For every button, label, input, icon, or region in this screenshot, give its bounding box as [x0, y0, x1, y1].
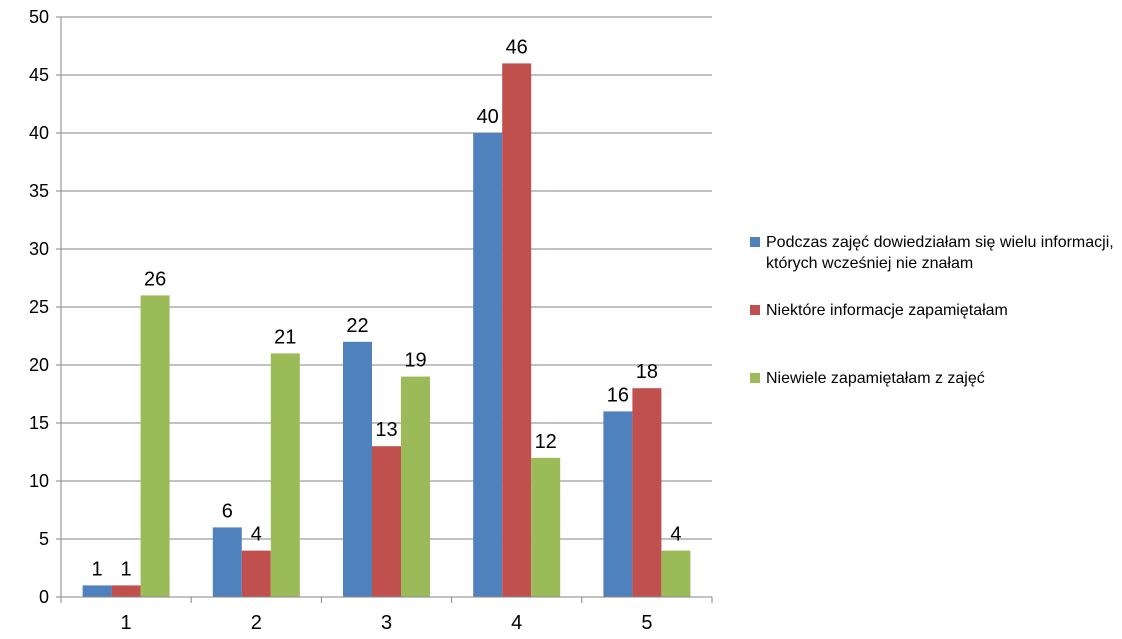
bar-series-1-cat-3 — [343, 341, 372, 597]
bar-series-3-cat-1 — [140, 295, 170, 597]
legend-label-series-3: Niewiele zapamiętałam z zajęć — [766, 370, 985, 387]
y-tick-label: 15 — [29, 413, 49, 433]
data-label: 4 — [670, 524, 681, 546]
data-label: 46 — [506, 36, 528, 58]
data-label: 26 — [144, 268, 166, 290]
bar-series-2-cat-3 — [372, 446, 401, 597]
bars — [82, 63, 691, 597]
y-tick-label: 25 — [29, 297, 49, 317]
legend-label-series-2: Niektóre informacje zapamiętałam — [766, 302, 1008, 319]
y-tick-label: 5 — [39, 529, 49, 549]
bar-series-1-cat-2 — [212, 527, 242, 597]
y-tick-label: 35 — [29, 181, 49, 201]
y-tick-label: 0 — [39, 587, 49, 607]
bar-series-2-cat-5 — [632, 388, 662, 597]
x-tick-label: 4 — [511, 612, 522, 634]
data-label: 21 — [274, 326, 296, 348]
data-label: 12 — [535, 431, 557, 453]
bar-series-3-cat-4 — [531, 457, 561, 597]
x-tick-label: 2 — [251, 612, 262, 634]
y-tick-label: 40 — [29, 123, 49, 143]
legend-swatch-series-1 — [750, 237, 760, 247]
bar-series-3-cat-5 — [661, 550, 691, 597]
data-label: 13 — [375, 419, 397, 441]
data-label: 6 — [222, 500, 233, 522]
x-tick-label: 3 — [381, 612, 392, 634]
y-tick-label: 45 — [29, 65, 49, 85]
legend-item-series-3: Niewiele zapamiętałam z zajęć — [750, 368, 985, 389]
legend-item-series-1: Podczas zajęć dowiedziałam się wielu inf… — [750, 232, 1116, 274]
bar-series-3-cat-3 — [401, 376, 430, 597]
data-label: 22 — [346, 315, 368, 337]
legend-swatch-series-2 — [750, 305, 760, 315]
bar-series-1-cat-4 — [473, 133, 503, 597]
bar-series-2-cat-2 — [241, 550, 271, 597]
x-tick-label: 1 — [121, 612, 132, 634]
legend-item-series-2: Niektóre informacje zapamiętałam — [750, 300, 1008, 321]
y-tick-label: 20 — [29, 355, 49, 375]
bar-series-2-cat-4 — [502, 63, 532, 597]
data-label: 18 — [636, 361, 658, 383]
data-label: 19 — [404, 350, 426, 372]
bar-series-1-cat-5 — [603, 411, 633, 597]
y-tick-label: 50 — [29, 7, 49, 27]
x-tick-label: 5 — [641, 612, 652, 634]
data-label: 1 — [121, 558, 132, 580]
legend-swatch-series-3 — [750, 373, 760, 383]
bar-series-1-cat-1 — [82, 585, 112, 597]
bar-series-3-cat-2 — [270, 353, 300, 597]
data-label: 1 — [92, 558, 103, 580]
data-label: 16 — [607, 384, 629, 406]
bar-series-2-cat-1 — [111, 585, 141, 597]
data-label: 4 — [251, 524, 262, 546]
legend-label-series-1: Podczas zajęć dowiedziałam się wielu inf… — [766, 234, 1114, 272]
data-label: 40 — [477, 106, 499, 128]
y-tick-label: 10 — [29, 471, 49, 491]
y-tick-label: 30 — [29, 239, 49, 259]
